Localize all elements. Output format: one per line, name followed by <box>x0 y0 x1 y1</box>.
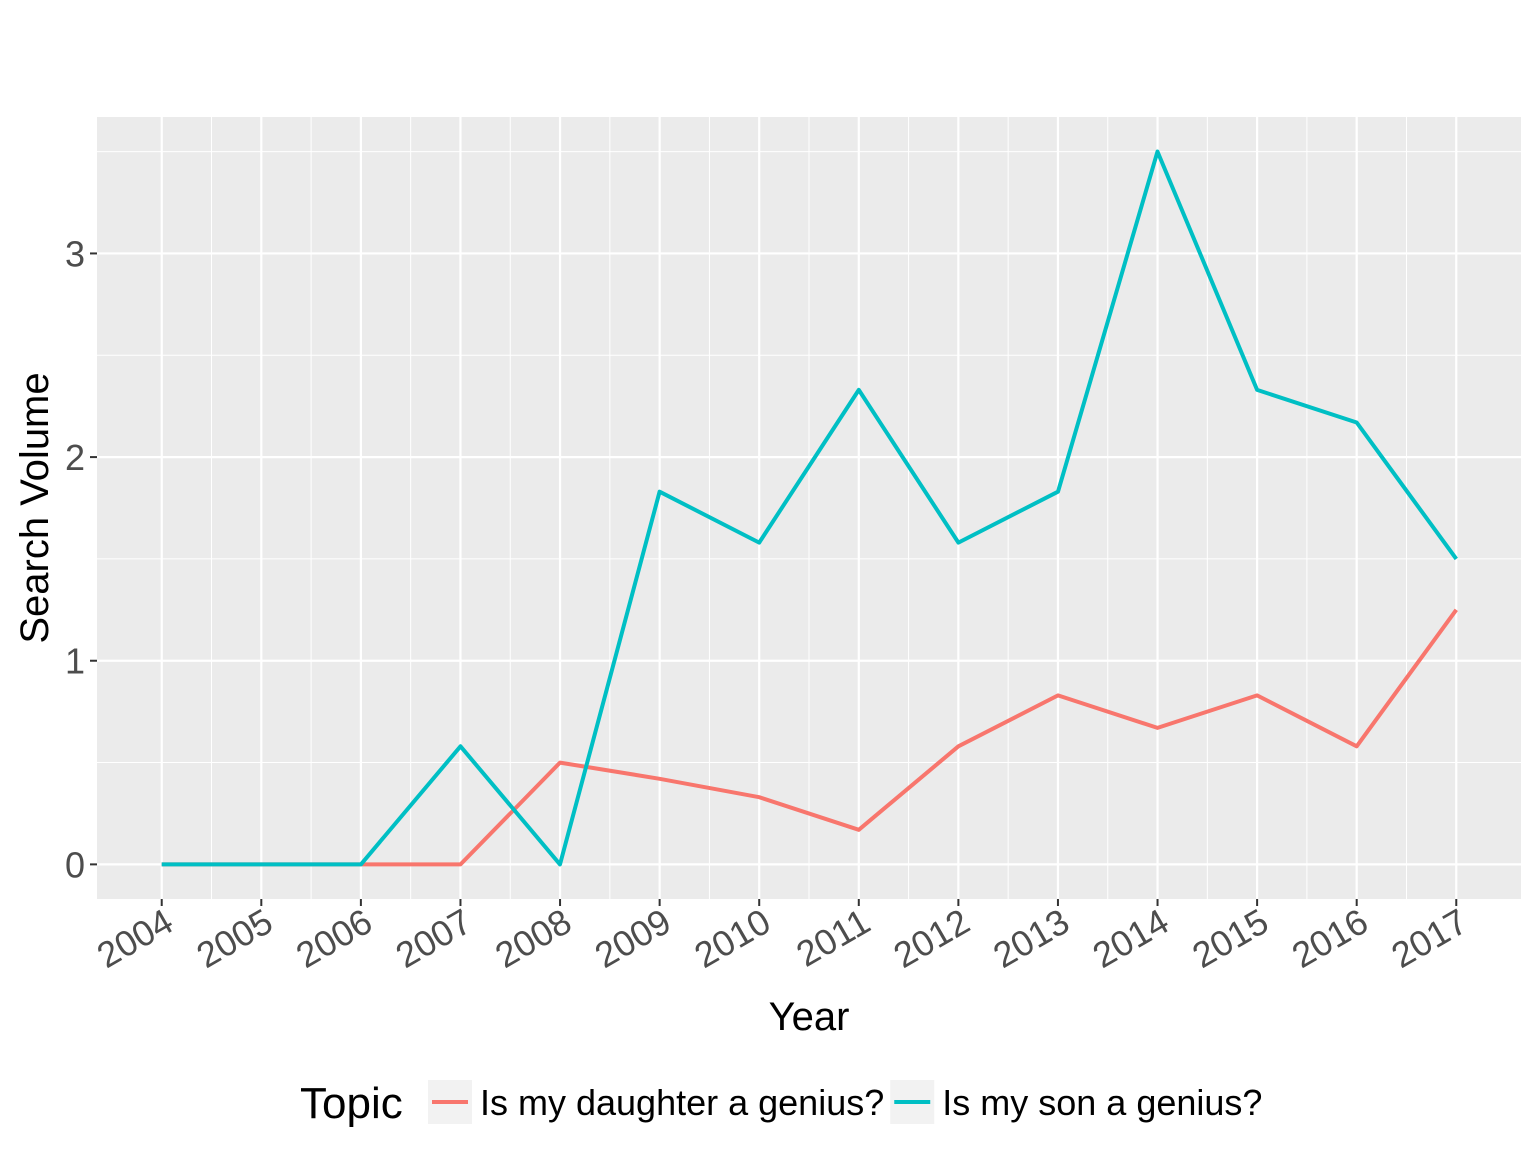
legend-key <box>890 1080 935 1124</box>
series-line <box>161 608 1458 867</box>
x-tick-label: 2006 <box>289 900 379 976</box>
legend: Topic Is my daughter a genius? Is my son … <box>300 1079 1262 1128</box>
legend-key <box>428 1080 472 1124</box>
y-tick-label: 3 <box>65 233 85 274</box>
x-tick-label: 2015 <box>1185 900 1275 976</box>
x-tick-label: 2014 <box>1086 900 1176 976</box>
x-axis-title: Year <box>769 995 850 1039</box>
y-tick-label: 2 <box>65 437 85 478</box>
y-axis: 0 1 2 3 <box>65 233 97 885</box>
grid-lines <box>97 117 1521 899</box>
x-tick-label: 2004 <box>90 900 180 976</box>
x-tick-label: 2013 <box>986 900 1076 976</box>
y-tick-label: 1 <box>65 641 85 682</box>
legend-title: Topic <box>300 1079 403 1128</box>
y-tick-label: 0 <box>65 844 85 885</box>
x-tick-label: 2016 <box>1285 900 1375 976</box>
series-line <box>161 149 1458 867</box>
x-tick-label: 2009 <box>588 900 678 976</box>
x-tick-label: 2012 <box>887 900 977 976</box>
x-tick-label: 2008 <box>488 900 578 976</box>
legend-label: Is my daughter a genius? <box>480 1082 884 1123</box>
x-tick-label: 2007 <box>389 900 479 976</box>
series-lines <box>161 149 1458 867</box>
x-axis: 2004 2005 2006 2007 2008 2009 2010 2011 2012 2013… <box>90 899 1474 976</box>
x-tick-label: 2011 <box>789 900 877 974</box>
legend-label: Is my son a genius? <box>942 1082 1262 1123</box>
x-tick-label: 2017 <box>1384 900 1474 976</box>
x-tick-label: 2010 <box>687 900 777 976</box>
x-tick-label: 2005 <box>189 900 279 976</box>
y-axis-title: Search Volume <box>13 372 57 643</box>
